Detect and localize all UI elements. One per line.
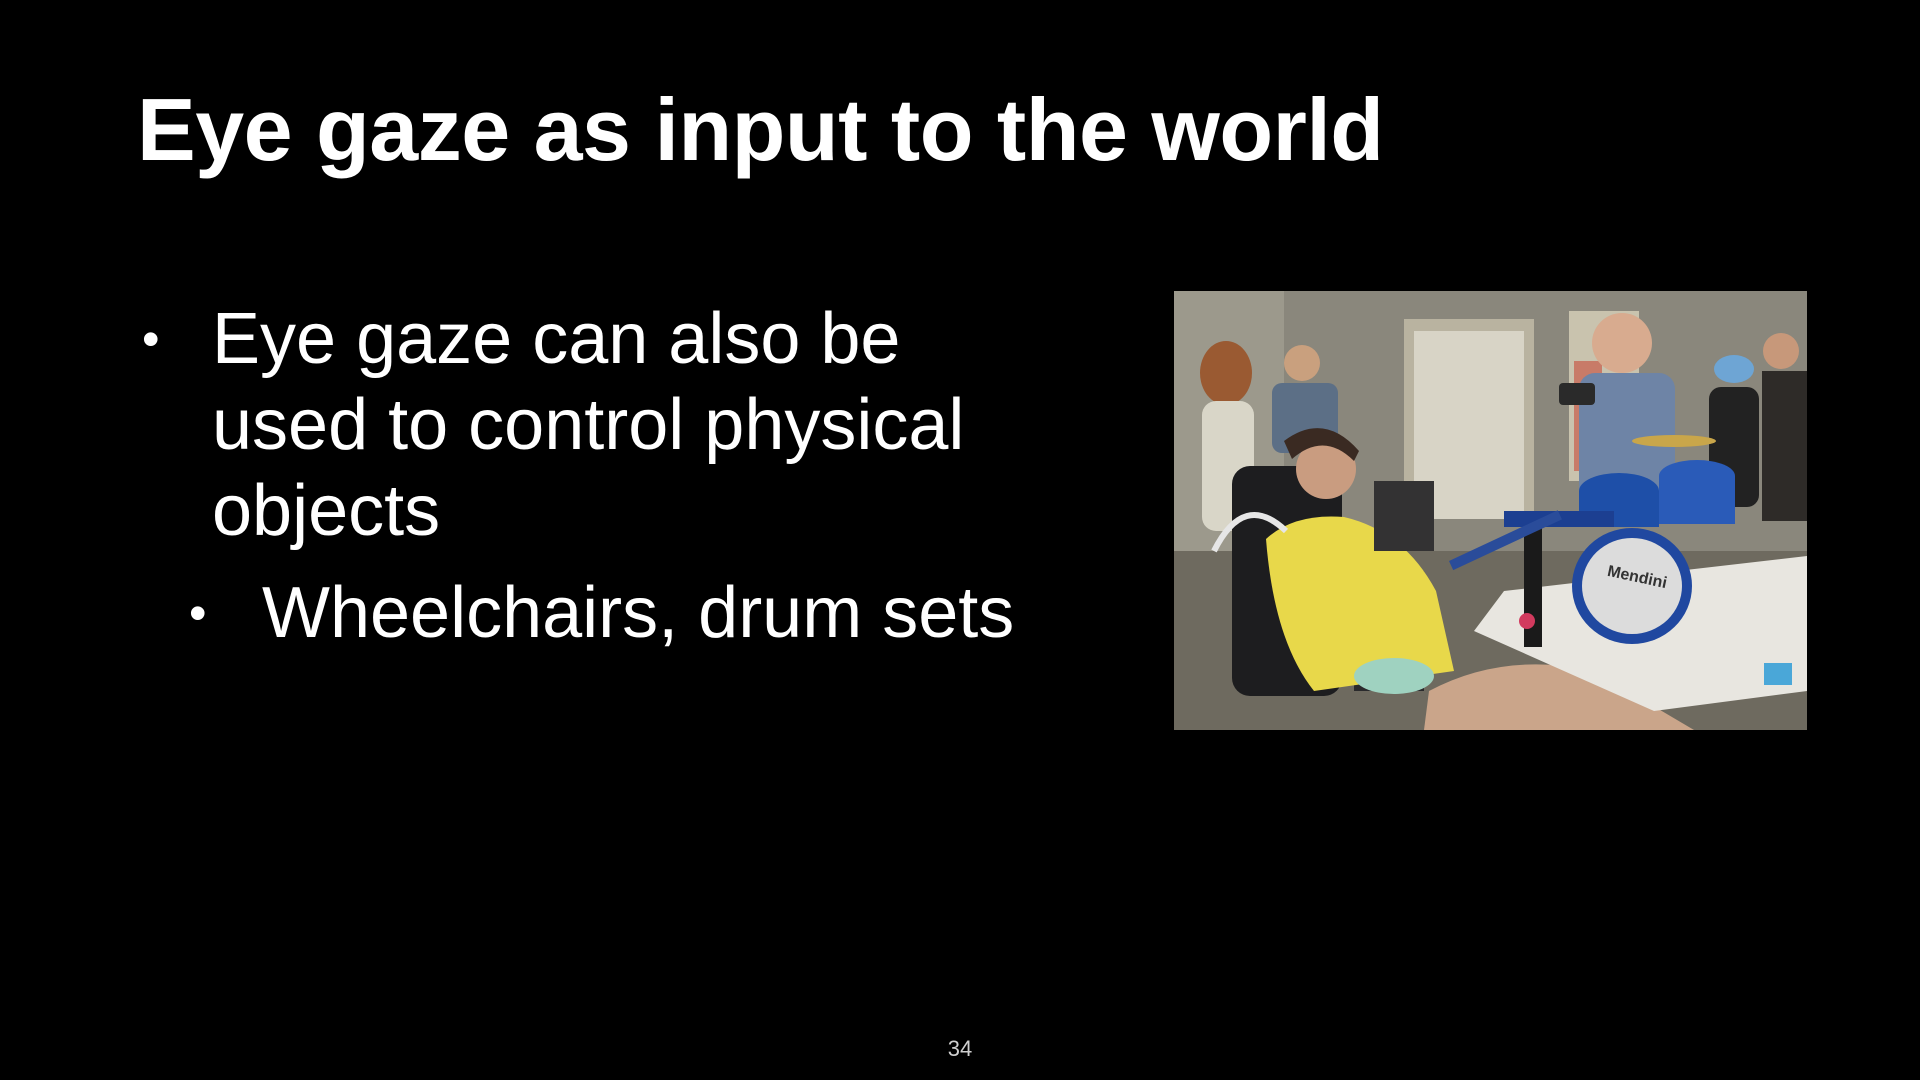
photo-pink-knob	[1519, 613, 1535, 629]
photo-seated-hair	[1284, 428, 1359, 461]
slide-title: Eye gaze as input to the world	[137, 80, 1384, 179]
photo-seated-head	[1296, 439, 1356, 499]
photo-blue-hat	[1714, 355, 1754, 383]
sub-bullet-text: Wheelchairs, drum sets	[262, 573, 1015, 653]
photo-far-right-body	[1762, 371, 1807, 521]
photo-bass-drum-head	[1582, 538, 1682, 634]
photo-phone	[1559, 383, 1595, 405]
bullet-item: • Eye gaze can also be used to control p…	[137, 296, 1037, 554]
bullet-dot-icon: •	[189, 585, 207, 641]
photo-drum-tom-2-body	[1659, 476, 1735, 524]
bullet-dot-icon: •	[142, 311, 160, 367]
photo-person-hair	[1200, 341, 1252, 405]
photo-arm	[1449, 510, 1562, 571]
photo-yellow-shirt	[1266, 516, 1454, 691]
photo-cymbal	[1632, 435, 1716, 447]
photo-person-head	[1284, 345, 1320, 381]
bullet-list: • Eye gaze can also be used to control p…	[137, 296, 1037, 656]
photo-glove	[1354, 658, 1434, 694]
photo-legs	[1424, 664, 1694, 730]
photo-standing-head	[1592, 313, 1652, 373]
photo-mount-pole	[1524, 527, 1542, 647]
photo-illustration: Mendini	[1174, 291, 1807, 730]
page-number: 34	[947, 1036, 973, 1061]
bullet-text: Eye gaze can also be used to control phy…	[212, 299, 965, 551]
photo-blue-card	[1764, 663, 1792, 685]
photo-chair	[1374, 481, 1434, 551]
photo-far-right-head	[1763, 333, 1799, 369]
photo-eye-gaze-drum-demo: Mendini	[1174, 291, 1807, 730]
sub-bullet-item: • Wheelchairs, drum sets	[137, 570, 1037, 656]
photo-tube	[1211, 512, 1289, 553]
